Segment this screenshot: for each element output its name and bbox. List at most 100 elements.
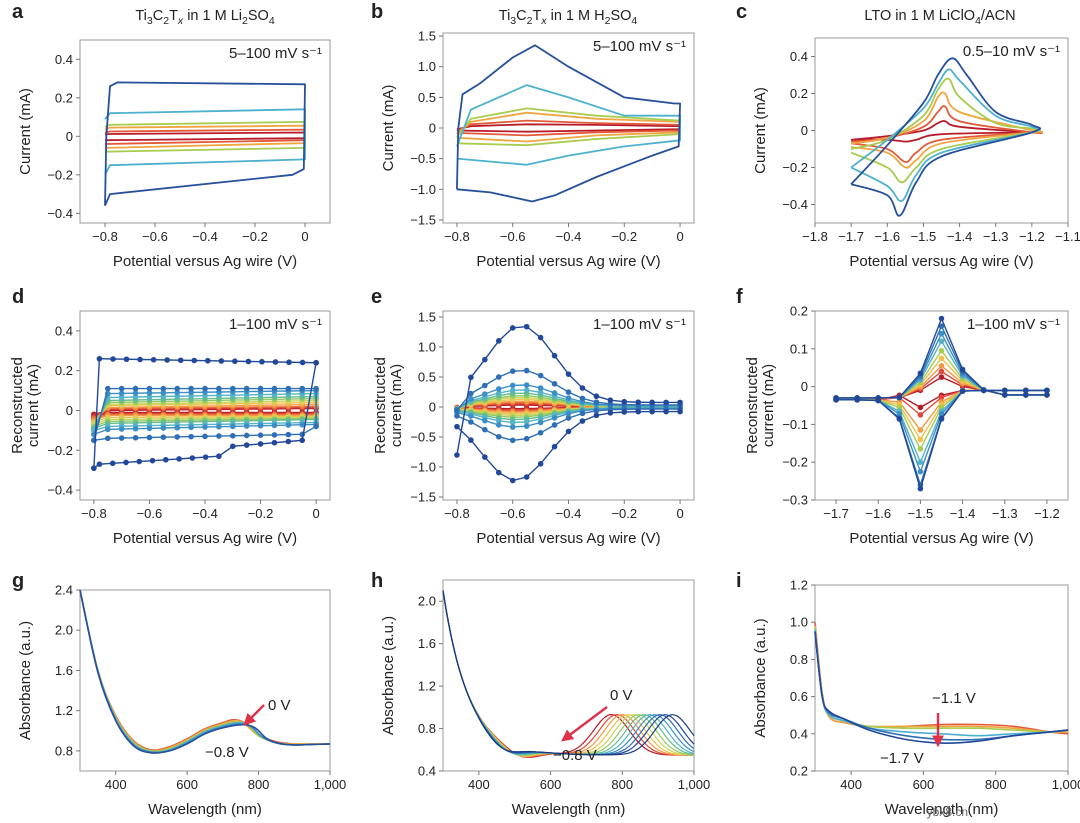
x-tick-label: 400	[840, 777, 862, 792]
plot-frame	[79, 589, 331, 772]
y-tick-label: 0.2	[790, 304, 808, 319]
x-tick-label: 0	[301, 229, 308, 244]
data-point	[593, 393, 600, 400]
data-point	[216, 423, 222, 430]
data-point	[938, 315, 945, 322]
scan-rate-annotation: 1–100 mV s⁻¹	[967, 316, 1060, 333]
data-point	[271, 439, 278, 446]
panel-title-part: x	[177, 15, 184, 27]
y-tick-label: 2.4	[55, 583, 73, 598]
data-point	[188, 424, 194, 431]
data-point	[271, 422, 278, 429]
y-tick-label: 0.2	[55, 363, 73, 378]
reconstructed-curve	[456, 325, 681, 482]
y-axis-label: current (mA)	[388, 364, 405, 447]
data-point	[875, 397, 882, 404]
data-point	[271, 432, 278, 438]
y-tick-label: 0.8	[418, 721, 436, 736]
data-point	[593, 399, 600, 405]
data-point	[174, 424, 181, 431]
data-point	[917, 459, 924, 466]
x-tick-label: −0.8	[81, 506, 107, 521]
data-point	[495, 338, 502, 344]
x-tick-label: 0	[676, 506, 683, 521]
data-point	[176, 456, 182, 462]
y-tick-label: 1.2	[418, 679, 436, 694]
spectrum-curve	[79, 589, 331, 752]
annotation-h: 0 V −0.8 V	[553, 687, 633, 764]
data-point	[896, 394, 903, 401]
y-tick-label: −0.5	[410, 151, 436, 166]
cv-curve	[104, 81, 306, 207]
data-point	[243, 385, 250, 392]
data-point	[160, 385, 167, 392]
data-point	[523, 435, 530, 442]
data-point	[160, 425, 167, 431]
data-point	[174, 385, 181, 392]
data-point	[509, 419, 516, 426]
panel-label: f	[736, 286, 743, 308]
data-point	[257, 441, 264, 447]
y-tick-label: 1.0	[790, 615, 808, 630]
data-point	[1023, 392, 1029, 398]
panel-title-part: LTO in 1 M LiClO	[864, 8, 975, 24]
cv-curve	[850, 68, 1041, 202]
data-point	[468, 437, 474, 443]
data-point	[160, 389, 167, 396]
data-point	[216, 433, 222, 439]
annotation-top-label: 0 V	[268, 697, 291, 714]
y-tick-label: 0.2	[790, 764, 808, 779]
y-tick-label: 0.4	[55, 52, 73, 67]
data-point	[245, 358, 252, 365]
data-point	[565, 410, 572, 417]
y-axis-label: Current (mA)	[380, 85, 397, 172]
y-tick-label: 0	[801, 123, 808, 138]
data-point	[938, 355, 945, 362]
data-point	[509, 477, 516, 484]
y-tick-label: −0.5	[410, 430, 436, 445]
spectrum-curve	[79, 589, 331, 753]
panel-title-part: 3	[510, 15, 516, 27]
data-point	[285, 431, 292, 438]
data-point	[635, 408, 642, 415]
data-point	[677, 399, 683, 406]
panel-title-part: in 1 M H	[547, 8, 605, 24]
data-point	[299, 359, 306, 366]
x-tick-label: 0	[676, 229, 683, 244]
data-point	[285, 385, 292, 392]
panel-f: −1.7 −1.6 −1.5 −1.4 −1.3 −1.2 −0.3 −0.2 −0.1 0 0.1…	[736, 286, 1069, 547]
panel-title-part: 2	[242, 15, 248, 27]
x-tick-label: −1.3	[992, 506, 1018, 521]
data-point	[917, 468, 924, 475]
x-tick-label: −1.6	[865, 506, 891, 521]
data-point	[482, 356, 488, 363]
panel-label: g	[12, 570, 24, 592]
y-tick-label: −0.3	[782, 493, 808, 508]
data-point	[118, 390, 125, 397]
data-point	[537, 385, 544, 391]
cv-curve	[850, 77, 1041, 184]
data-point	[917, 370, 924, 377]
watermark: ybx8.cn	[926, 805, 968, 819]
data-point	[509, 424, 516, 430]
data-point	[202, 424, 208, 430]
data-point	[509, 382, 516, 389]
panel-title-part: /ACN	[981, 8, 1016, 24]
y-axis-label: Current (mA)	[752, 87, 769, 174]
data-point	[202, 385, 208, 392]
y-axis-label: Absorbance (a.u.)	[17, 621, 34, 740]
data-point	[177, 357, 184, 364]
y-tick-label: −0.2	[782, 160, 808, 175]
x-tick-label: −0.4	[192, 506, 218, 521]
data-point	[149, 457, 156, 464]
x-tick-label: −1.4	[947, 229, 973, 244]
y-tick-label: 0.5	[418, 370, 436, 385]
data-point	[482, 426, 488, 433]
data-point	[537, 461, 544, 467]
x-tick-label: 1,000	[1052, 777, 1080, 792]
data-point	[938, 374, 945, 380]
data-point	[523, 387, 530, 393]
data-point	[621, 398, 628, 405]
x-axis-label: Potential versus Ag wire (V)	[849, 253, 1033, 270]
spectrum-curve	[442, 590, 694, 758]
